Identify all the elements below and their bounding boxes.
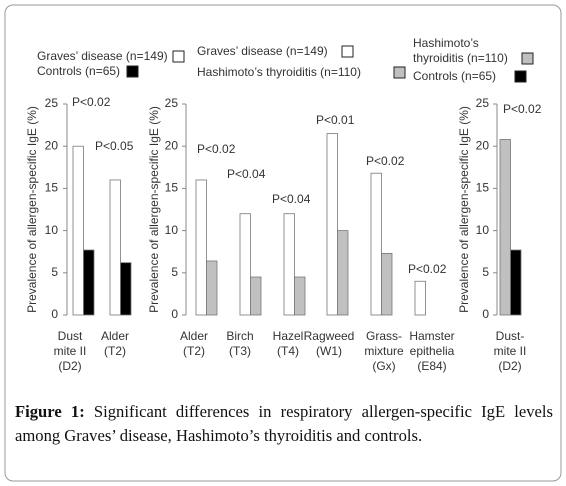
y-tick-label: 0 [171,307,178,321]
bar [120,262,132,316]
y-tick-label: 5 [171,265,178,279]
bar [250,276,262,316]
text-line: Alder [180,329,208,343]
text-line: (T3) [229,344,251,358]
legend-swatch [514,70,527,83]
y-tick-label: 0 [482,307,489,321]
y-tick-label: 10 [165,223,179,237]
legend-label: Graves’ disease (n=149) [197,44,328,58]
annotation: P<0.04 [272,192,311,206]
text-line: Grass- [366,329,402,343]
y-tick-label: 20 [476,138,490,152]
y-tick-label: 25 [45,96,59,110]
bar [206,260,218,316]
y-tick-label: 25 [165,96,179,110]
annotation: P<0.01 [316,113,355,127]
legend-label: Controls (n=65) [37,64,120,78]
bar [326,133,338,316]
legend-label: Graves’ disease (n=149) [37,49,168,63]
bar [510,249,522,316]
x-tick-label: Birch (T3) [226,329,253,358]
legend-swatch [172,50,185,63]
text-line: epithelia [410,344,455,358]
bar [83,249,95,316]
x-tick-label: Alder (T2) [101,329,129,358]
y-tick-label: 15 [476,181,490,195]
y-tick-label: 0 [51,307,58,321]
legend-label: Hashimoto’s thyroiditis (n=110) [413,36,508,65]
caption: Figure 1: Significant differences in res… [15,400,553,448]
text-line: (D2) [498,359,521,373]
text-line: (E84) [417,359,446,373]
text-line: Ragweed [304,329,355,343]
text-line: (D2) [58,359,81,373]
y-tick-label: 20 [45,138,59,152]
bar [499,139,511,316]
text-line: Dust [58,329,83,343]
bar [195,179,207,316]
bar [294,276,306,316]
annotation: P<0.02 [366,154,405,168]
frame [4,4,562,482]
legend-swatch [521,52,534,65]
x-tick-label: Dust-mite II (D2) [494,329,527,373]
text-line: (W1) [316,344,342,358]
x-tick-label: Hazel (T4) [273,329,304,358]
text-line: Birch [226,329,253,343]
y-tick-label: 15 [45,181,59,195]
text-line: Hashimoto’s [413,36,479,50]
text-line: Hamster [409,329,454,343]
legend-label: Hashimoto’s thyroiditis (n=110) [197,65,361,79]
y-tick-label: 20 [165,138,179,152]
annotation: P<0.02 [503,102,542,116]
annotation: P<0.02 [72,95,111,109]
text-line: mite II [494,344,527,358]
text-line: thyroiditis (n=110) [413,51,508,65]
text-line: Dust- [496,329,525,343]
bar [109,179,121,316]
x-tick-label: Ragweed (W1) [304,329,355,358]
x-tick-label: Dust mite II (D2) [54,329,87,373]
y-axis-label: Prevalence of allergen-specific IgE (%) [457,106,471,313]
x-tick-label: Grass-mixture (Gx) [364,329,404,373]
text-line: mixture [364,344,404,358]
y-tick-label: 10 [476,223,490,237]
legend-swatch [341,45,354,58]
caption-label: Figure 1: [15,402,85,421]
annotation: P<0.02 [408,262,447,276]
y-tick-label: 10 [45,223,59,237]
bar [239,213,251,316]
annotation: P<0.05 [95,139,134,153]
text-line: mite II [54,344,87,358]
legend-label: Controls (n=65) [413,69,496,83]
annotation: P<0.04 [227,167,266,181]
text-line: (T2) [183,344,205,358]
text-line: Alder [101,329,129,343]
y-tick-label: 25 [476,96,490,110]
bar [72,145,84,316]
text-line: (T4) [277,344,299,358]
bar [414,280,426,316]
y-axis-label: Prevalence of allergen-specific IgE (%) [147,106,161,313]
bar [381,252,393,316]
y-axis-label: Prevalence of allergen-specific IgE (%) [25,106,39,313]
bar [370,172,382,316]
y-tick-label: 5 [482,265,489,279]
legend-swatch [393,66,406,79]
text-line: (T2) [104,344,126,358]
y-tick-label: 15 [165,181,179,195]
y-tick-label: 5 [51,265,58,279]
text-line: Hazel [273,329,304,343]
legend-swatch [126,65,139,78]
caption-text: Significant differences in respiratory a… [15,402,553,445]
bar [283,213,295,316]
bar [337,230,349,316]
annotation: P<0.02 [197,142,236,156]
text-line: (Gx) [372,359,395,373]
x-tick-label: Hamster epithelia (E84) [409,329,454,373]
x-tick-label: Alder (T2) [180,329,208,358]
